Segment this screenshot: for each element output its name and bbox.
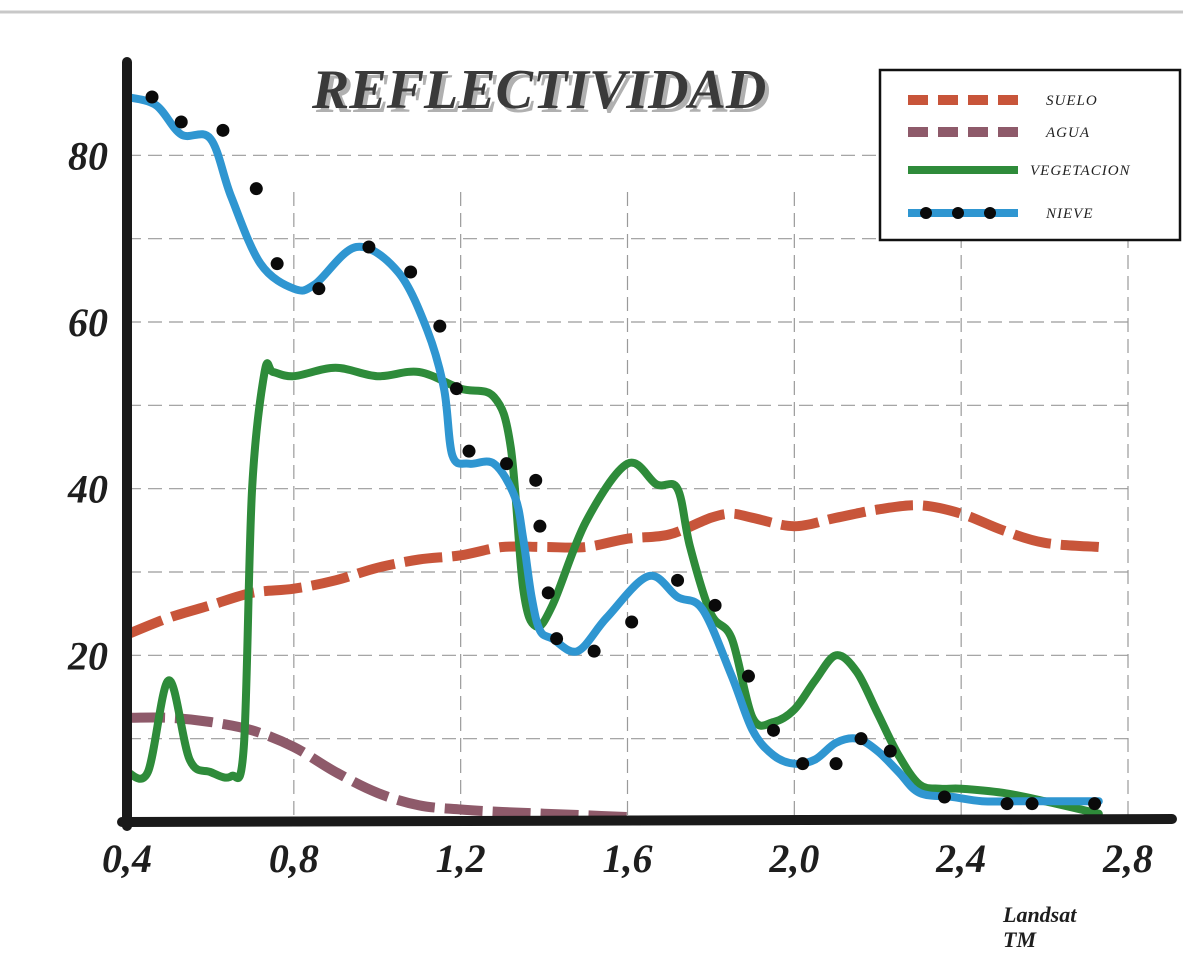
point-nieve (796, 757, 810, 771)
point-nieve (404, 265, 418, 279)
point-nieve (766, 723, 780, 737)
point-nieve (533, 519, 547, 533)
series-line-nieve (123, 93, 1103, 806)
series-layer (123, 93, 1103, 822)
legend: SUELO AGUA VEGETACION NIEVE (878, 68, 1182, 242)
note-line-1: Landsat (1002, 902, 1077, 927)
series-line-suelo (125, 500, 1100, 640)
point-nieve (145, 90, 159, 104)
point-nieve (829, 757, 843, 771)
point-nieve (1000, 797, 1014, 811)
point-nieve (362, 240, 376, 254)
x-tick-label: 0,8 (269, 836, 319, 881)
chart-title: REFLECTIVIDAD (311, 59, 766, 121)
legend-label-vegetacion: VEGETACION (1030, 163, 1131, 179)
point-nieve (587, 644, 601, 658)
legend-marker-nieve (984, 207, 996, 219)
legend-label-suelo: SUELO (1046, 93, 1098, 109)
point-nieve (462, 444, 476, 458)
point-nieve (741, 669, 755, 683)
y-tick-label: 20 (67, 633, 108, 678)
point-nieve (550, 632, 564, 646)
x-tick-label: 2,4 (935, 836, 986, 881)
legend-marker-nieve (952, 207, 964, 219)
point-nieve (249, 182, 263, 196)
chart-title-shadow: REFLECTIVIDAD (315, 63, 770, 125)
point-nieve (937, 790, 951, 804)
legend-marker-nieve (920, 207, 932, 219)
grid (127, 154, 1129, 822)
point-nieve (671, 573, 685, 587)
point-nieve (1088, 797, 1102, 811)
point-nieve (174, 115, 188, 129)
series-line-vegetacion (123, 359, 1103, 818)
point-nieve (449, 382, 463, 396)
point-nieve (312, 282, 326, 296)
x-tick-label: 2,8 (1102, 836, 1153, 881)
tick-labels: 0,4 0,8 1,2 1,6 2,0 2,4 2,8 20 40 60 80 (67, 133, 1153, 881)
point-nieve (883, 744, 897, 758)
point-nieve (708, 598, 722, 612)
x-tick-label: 1,2 (436, 836, 486, 881)
note-line-2: TM (1003, 927, 1037, 952)
x-axis (117, 814, 1177, 827)
point-nieve (216, 123, 230, 137)
x-tick-label: 0,4 (102, 836, 152, 881)
y-tick-label: 60 (68, 300, 108, 345)
point-nieve (541, 586, 555, 600)
marker-layer (145, 90, 1102, 811)
axes (117, 57, 1177, 831)
x-tick-label: 1,6 (603, 836, 653, 881)
legend-label-agua: AGUA (1045, 125, 1090, 141)
point-nieve (433, 319, 447, 333)
point-nieve (625, 615, 639, 629)
point-nieve (854, 732, 868, 746)
x-tick-label: 2,0 (768, 836, 819, 881)
legend-label-nieve: NIEVE (1045, 206, 1094, 222)
y-tick-label: 80 (68, 133, 108, 178)
point-nieve (500, 457, 514, 471)
y-tick-label: 40 (67, 467, 108, 512)
point-nieve (1025, 797, 1039, 811)
series-line-agua (126, 712, 628, 822)
point-nieve (529, 473, 543, 487)
point-nieve (270, 257, 284, 271)
